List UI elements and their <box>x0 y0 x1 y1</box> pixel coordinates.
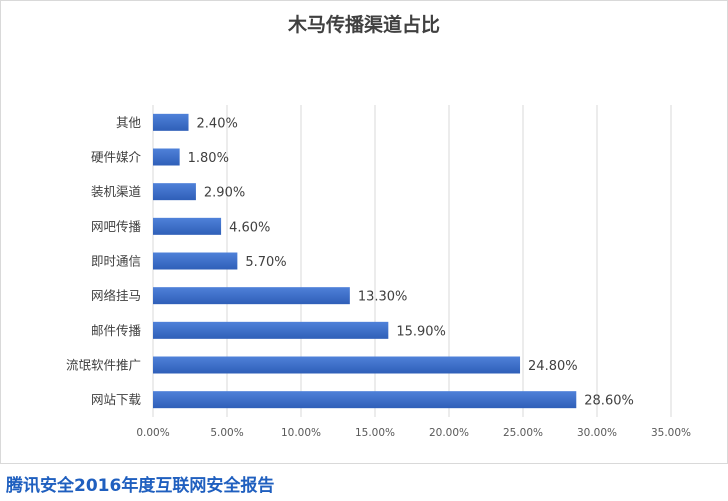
data-label: 13.30% <box>358 290 408 305</box>
category-label: 即时通信 <box>91 254 141 269</box>
data-label: 28.60% <box>584 394 634 409</box>
x-tick-label: 30.00% <box>577 427 617 439</box>
category-label: 硬件媒介 <box>91 150 142 165</box>
category-label: 其他 <box>116 115 142 130</box>
bar <box>153 391 577 409</box>
bar <box>153 321 389 339</box>
source-footer: 腾讯安全2016年度互联网安全报告 <box>6 476 275 496</box>
category-label: 网络挂马 <box>91 288 141 303</box>
category-label: 流氓软件推广 <box>66 358 141 373</box>
chart-frame: 木马传播渠道占比 0.00% 5.00% 10.00% 15.00% 20.00% 25.… <box>0 0 728 464</box>
chart-title: 木马传播渠道占比 <box>287 13 440 36</box>
x-tick-label: 25.00% <box>503 427 543 439</box>
data-label: 5.70% <box>245 255 286 270</box>
category-label: 装机渠道 <box>91 184 142 199</box>
x-tick-label: 0.00% <box>136 427 169 439</box>
bar <box>153 148 180 166</box>
category-label: 网站下载 <box>91 392 142 407</box>
category-label: 邮件传播 <box>91 323 142 338</box>
data-label: 15.90% <box>396 324 446 339</box>
bar <box>153 287 350 305</box>
x-tick-label: 5.00% <box>210 427 243 439</box>
bar <box>153 356 521 374</box>
bar <box>153 252 238 270</box>
x-tick-label: 10.00% <box>281 427 321 439</box>
gridlines <box>152 105 672 417</box>
x-tick-label: 20.00% <box>429 427 469 439</box>
data-label: 4.60% <box>229 220 270 235</box>
data-label: 2.90% <box>204 186 245 201</box>
bar-chart: 木马传播渠道占比 0.00% 5.00% 10.00% 15.00% 20.00% 25.… <box>66 13 691 439</box>
data-label: 2.40% <box>197 116 238 131</box>
bar <box>153 183 196 201</box>
data-label: 24.80% <box>528 359 578 374</box>
category-label: 网吧传播 <box>91 219 142 234</box>
labels: 0.00% 5.00% 10.00% 15.00% 20.00% 25.00% 30.00%… <box>66 115 691 439</box>
bar <box>153 217 222 235</box>
data-label: 1.80% <box>188 151 229 166</box>
bars <box>153 113 577 409</box>
x-tick-label: 35.00% <box>651 427 691 439</box>
bar <box>153 113 189 131</box>
x-tick-label: 15.00% <box>355 427 395 439</box>
